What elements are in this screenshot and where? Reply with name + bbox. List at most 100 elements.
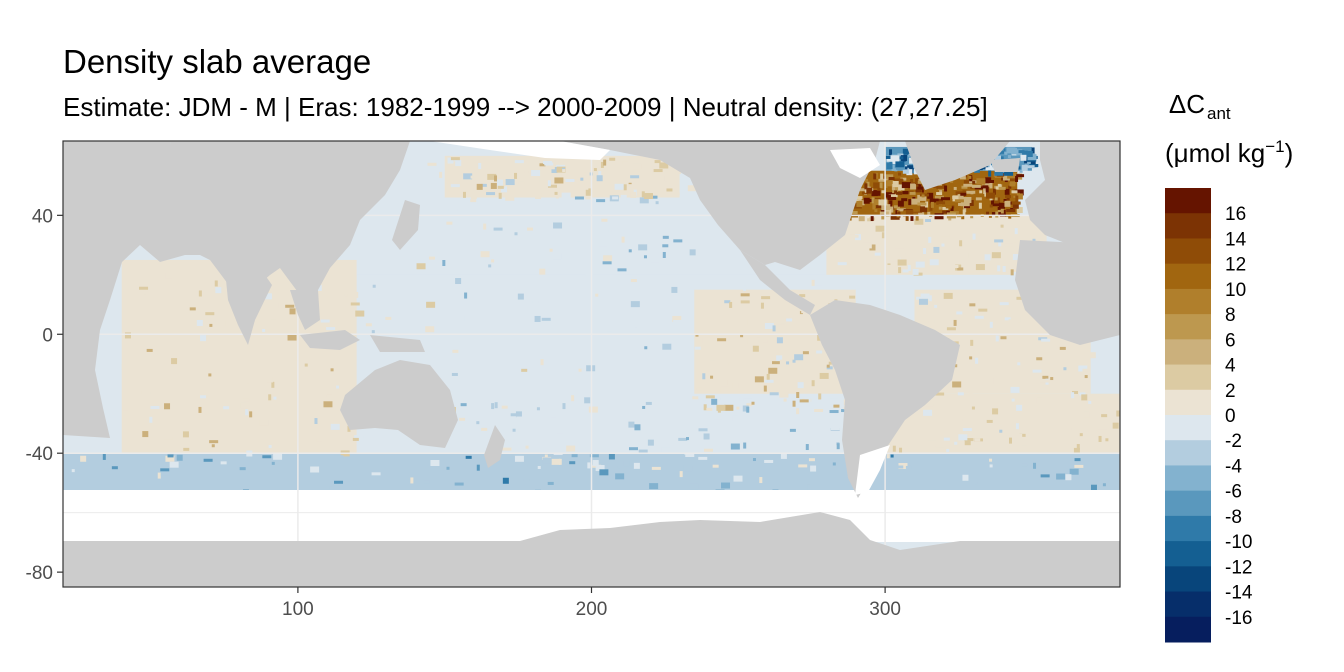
texture-cell: [584, 397, 591, 404]
texture-cell: [562, 403, 566, 410]
texture-cell: [828, 361, 832, 365]
texture-cell: [752, 458, 756, 462]
texture-cell: [960, 200, 970, 207]
texture-cell: [961, 185, 968, 189]
texture-cell: [219, 320, 226, 327]
texture-cell: [930, 201, 934, 208]
land-nwafrica: [1015, 240, 1120, 345]
texture-cell: [917, 202, 927, 206]
texture-cell: [997, 208, 1004, 215]
texture-cell: [946, 448, 950, 452]
texture-cell: [970, 215, 974, 219]
texture-cell: [859, 205, 869, 212]
texture-cell: [160, 469, 170, 476]
texture-cell: [650, 262, 660, 266]
legend-swatch: [1165, 263, 1211, 290]
texture-cell: [703, 404, 707, 411]
texture-cell: [928, 295, 932, 302]
texture-cell: [1004, 243, 1014, 247]
texture-cell: [670, 192, 680, 196]
texture-cell: [902, 190, 909, 194]
texture-cell: [160, 468, 170, 472]
texture-cell: [870, 215, 874, 222]
legend-break-label: -12: [1225, 557, 1252, 578]
texture-cell: [929, 210, 933, 217]
texture-cell: [819, 372, 829, 379]
texture-cell: [271, 461, 275, 465]
texture-cell: [953, 319, 957, 326]
land-indonesia: [300, 330, 360, 350]
texture-cell: [580, 210, 584, 214]
texture-cell: [933, 246, 940, 253]
texture-cell: [884, 180, 894, 187]
texture-cell: [792, 400, 796, 407]
texture-cell: [628, 184, 635, 188]
texture-cell: [1033, 462, 1037, 469]
texture-cell: [970, 339, 974, 346]
texture-cell: [270, 316, 277, 320]
texture-cell: [539, 163, 546, 167]
texture-cell: [200, 335, 207, 342]
texture-cell: [497, 185, 504, 189]
texture-cell: [598, 240, 608, 247]
texture-cell: [989, 204, 993, 208]
texture-cell: [888, 177, 895, 181]
texture-cell: [940, 233, 950, 237]
texture-cell: [651, 466, 661, 470]
texture-cell: [989, 321, 993, 328]
texture-cell: [829, 410, 839, 414]
texture-cell: [968, 252, 978, 259]
texture-cell: [628, 447, 638, 451]
texture-cell: [608, 453, 615, 460]
texture-cell: [1004, 169, 1014, 176]
texture-cell: [352, 291, 359, 298]
texture-cell: [946, 210, 953, 214]
texture-cell: [910, 205, 920, 212]
texture-cell: [630, 279, 637, 283]
legend-unit-close: ): [1285, 138, 1294, 168]
texture-cell: [694, 346, 701, 350]
texture-cell: [1010, 386, 1020, 393]
texture-cell: [917, 186, 924, 190]
texture-cell: [1065, 474, 1072, 481]
texture-cell: [975, 357, 979, 364]
texture-cell: [974, 434, 984, 438]
texture-cell: [491, 403, 495, 410]
texture-cell: [962, 474, 969, 481]
texture-cell: [709, 360, 716, 364]
texture-cell: [245, 409, 249, 416]
texture-cell: [525, 445, 529, 449]
texture-cell: [869, 244, 876, 251]
texture-cell: [488, 264, 492, 268]
y-tick-label: -40: [26, 444, 53, 465]
texture-cell: [595, 465, 605, 472]
texture-cell: [603, 255, 613, 262]
texture-cell: [763, 385, 767, 392]
texture-cell: [962, 428, 972, 432]
texture-cell: [1083, 347, 1087, 354]
texture-cell: [892, 180, 899, 187]
texture-cell: [1050, 377, 1054, 381]
texture-cell: [666, 188, 673, 192]
texture-cell: [1014, 189, 1024, 196]
texture-cell: [986, 419, 993, 423]
texture-cell: [295, 473, 305, 477]
texture-cell: [826, 364, 830, 368]
texture-cell: [1022, 150, 1029, 157]
texture-cell: [995, 186, 999, 190]
texture-cell: [982, 185, 989, 189]
texture-cell: [786, 361, 790, 365]
texture-cell: [215, 287, 222, 294]
land-iceland: [990, 158, 1020, 172]
texture-cell: [743, 285, 747, 292]
texture-cell: [470, 175, 474, 179]
texture-cell: [776, 355, 783, 362]
texture-cell: [614, 183, 624, 190]
texture-cell: [1016, 193, 1023, 200]
texture-cell: [939, 189, 943, 193]
texture-cell: [1063, 367, 1067, 371]
legend-break-label: -4: [1225, 456, 1242, 477]
texture-cell: [651, 195, 658, 199]
legend-swatch: [1165, 591, 1211, 618]
texture-cell: [678, 437, 688, 441]
